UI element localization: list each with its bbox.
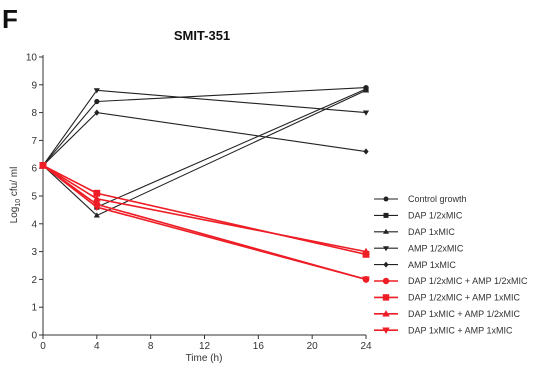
data-point [92, 194, 101, 202]
legend-entry: DAP 1xMIC + AMP 1/2xMIC [374, 309, 520, 319]
legend-label: DAP 1/2xMIC + AMP 1xMIC [408, 293, 520, 303]
x-tick-label: 4 [94, 341, 100, 352]
data-point [362, 87, 370, 93]
legend-entry: AMP 1/2xMIC [374, 243, 464, 253]
legend-marker [383, 246, 389, 252]
y-tick-label: 2 [31, 275, 37, 286]
legend-label: DAP 1xMIC + AMP 1/2xMIC [408, 309, 520, 319]
data-point [94, 98, 100, 105]
legend-marker [382, 277, 390, 285]
series-line [42, 164, 367, 281]
x-tick-label: 16 [253, 341, 265, 352]
panel-label: F [2, 4, 18, 34]
legend-marker [383, 261, 389, 268]
y-tick-label: 0 [31, 331, 37, 342]
legend-label: DAP 1/2xMIC [408, 211, 463, 221]
legend-entry: DAP 1/2xMIC + AMP 1xMIC [374, 293, 520, 303]
data-point [39, 162, 47, 170]
legend-entry: DAP 1xMIC [374, 227, 455, 237]
legend-marker [383, 228, 389, 234]
y-tick-label: 7 [31, 136, 37, 147]
legend-label: DAP 1/2xMIC + AMP 1/2xMIC [408, 276, 528, 286]
series-9 [39, 162, 370, 284]
legend-label: DAP 1xMIC + AMP 1xMIC [408, 325, 513, 335]
x-axis-label: Time (h) [186, 353, 223, 364]
series-line [42, 88, 367, 208]
x-tick-label: 8 [148, 341, 154, 352]
series-6 [39, 162, 370, 283]
y-tick-label: 8 [31, 108, 37, 119]
legend-label: Control growth [408, 194, 467, 204]
legend-label: AMP 1/2xMIC [408, 243, 464, 253]
y-axis-label-rest: cfu/ ml [9, 167, 20, 199]
y-tick-label: 10 [26, 53, 38, 64]
legend-marker [382, 327, 390, 334]
legend-marker [382, 310, 390, 317]
legend-label: AMP 1xMIC [408, 260, 456, 270]
legend-label: DAP 1xMIC [408, 227, 455, 237]
series-line [42, 112, 367, 166]
y-tick-label: 4 [31, 219, 37, 230]
data-point [93, 212, 100, 218]
data-point [362, 276, 370, 284]
legend-marker [382, 294, 390, 301]
x-tick-label: 24 [360, 341, 372, 352]
y-axis-label-base: Log [9, 207, 20, 224]
y-tick-label: 5 [31, 192, 37, 203]
legend: Control growth DAP 1/2xMIC DAP 1xMIC AMP 1/… [374, 194, 528, 335]
data-point [362, 247, 370, 255]
legend-entry: AMP 1xMIC [374, 260, 456, 270]
y-axis-label-sub: 10 [15, 199, 22, 207]
y-tick-label: 3 [31, 247, 37, 258]
data-point [94, 109, 100, 116]
series-line [42, 164, 367, 281]
series-layer [39, 84, 370, 284]
data-point [363, 148, 369, 155]
series-1 [40, 84, 369, 169]
data-point [93, 88, 100, 94]
series-line [42, 164, 367, 253]
x-tick-label: 12 [199, 341, 211, 352]
y-tick-label: 9 [31, 80, 37, 91]
x-tick-label: 20 [307, 341, 319, 352]
legend-entry: DAP 1/2xMIC [374, 211, 463, 221]
chart-title: SMIT-351 [174, 28, 230, 43]
y-tick-label: 1 [31, 303, 37, 314]
y-tick-label: 6 [31, 164, 37, 175]
data-point [93, 189, 101, 197]
legend-entry: DAP 1/2xMIC + AMP 1/2xMIC [374, 276, 528, 286]
series-2 [40, 86, 369, 210]
legend-entry: Control growth [374, 194, 467, 204]
data-point [92, 204, 101, 212]
x-tick-label: 0 [40, 341, 46, 352]
y-axis-label: Log10 cfu/ ml [9, 167, 22, 224]
legend-marker [383, 196, 389, 202]
series-7 [39, 162, 370, 258]
legend-entry: DAP 1xMIC + AMP 1xMIC [374, 325, 513, 335]
legend-marker [383, 212, 389, 218]
data-point [362, 110, 370, 116]
